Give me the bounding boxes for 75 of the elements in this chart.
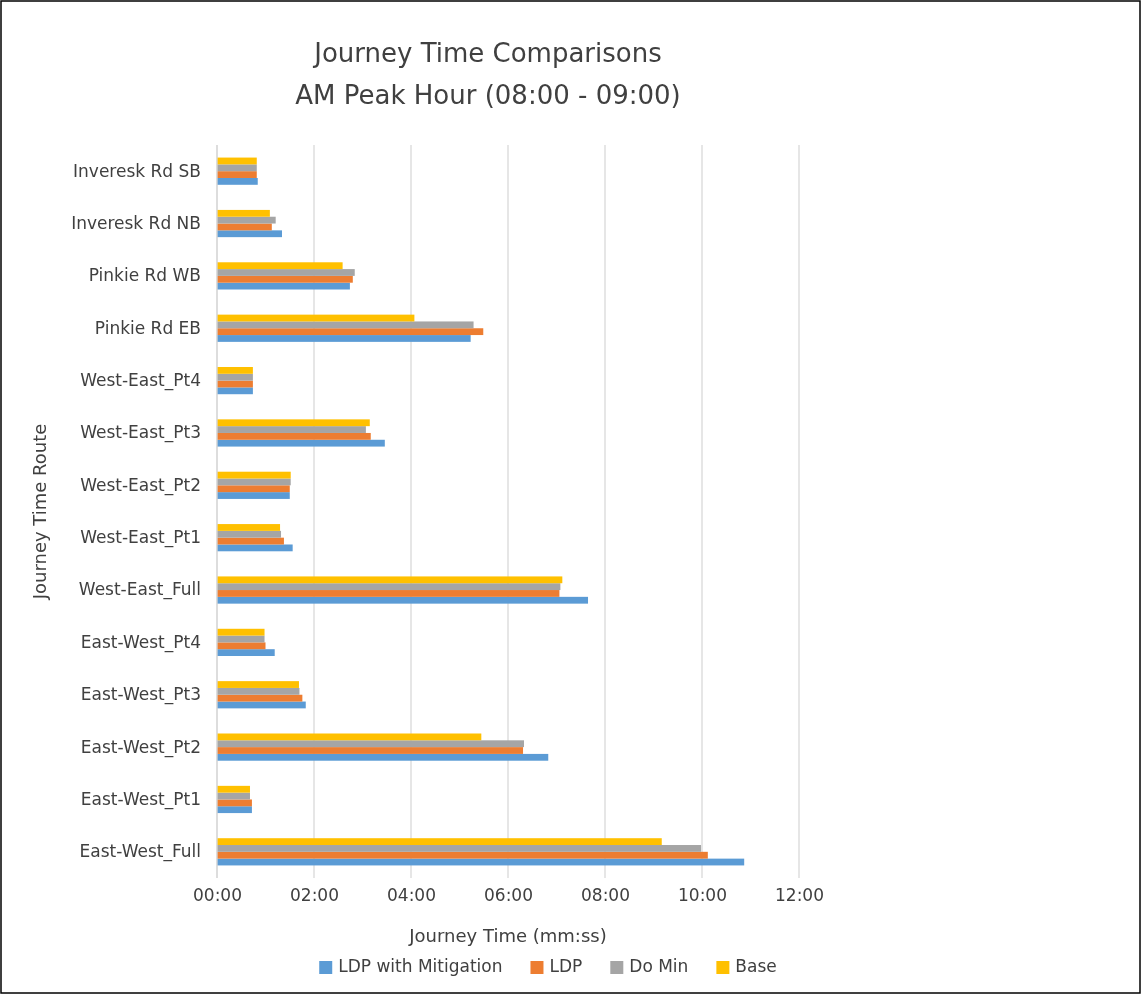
bar [217,282,350,290]
bar [217,740,525,748]
y-tick-label: East-West_Pt2 [80,736,201,758]
bar [217,530,282,538]
bar [217,785,250,793]
bar [217,753,549,761]
bar [217,321,474,329]
chart-title: Journey Time Comparisons [312,38,662,68]
y-tick-label: West-East_Pt1 [80,527,201,549]
bar [217,419,370,427]
bar [217,733,482,741]
bar [217,328,484,336]
y-tick-label: West-East_Pt3 [80,422,201,444]
bar [217,164,257,172]
bar [217,275,353,283]
x-tick-label: 12:00 [775,885,824,906]
bar [217,694,303,702]
x-axis-title: Journey Time (mm:ss) [408,925,607,946]
y-tick-label: East-West_Full [79,841,201,863]
bar [217,262,343,270]
bar [217,681,299,688]
bar [217,576,563,584]
bar [217,387,253,395]
bar [217,335,471,342]
y-tick-label: Pinkie Rd EB [94,317,201,338]
bar [217,596,589,604]
y-axis-title: Journey Time Route [29,423,50,601]
bar [217,177,258,185]
bar [217,544,293,552]
x-tick-label: 06:00 [484,885,533,906]
bar [217,366,253,374]
bar [217,590,560,597]
bar [217,439,385,447]
x-tick-label: 00:00 [193,885,242,906]
x-tick-label: 04:00 [387,885,436,906]
bar [217,642,266,650]
legend-label: LDP with Mitigation [338,956,503,976]
y-tick-label: West-East_Full [78,579,201,601]
y-tick-label: East-West_Pt4 [80,631,201,653]
bar [217,649,275,657]
chart-subtitle: AM Peak Hour (08:00 - 09:00) [295,80,681,110]
bar [217,269,355,276]
bar [217,471,291,479]
x-tick-label: 08:00 [581,885,630,906]
x-tick-label: 02:00 [290,885,339,906]
bar [217,747,524,754]
bar [217,216,276,224]
legend-label: LDP [549,956,583,976]
y-tick-label: East-West_Pt3 [80,684,201,706]
y-tick-label: West-East_Pt4 [80,370,201,392]
bar [217,373,253,381]
bar [217,426,366,433]
bar [217,851,708,859]
bar [217,230,282,238]
bar [217,432,371,440]
bar [217,806,252,814]
bar [217,583,561,591]
bar [217,492,290,499]
y-tick-label: East-West_Pt1 [80,788,201,810]
bar [217,628,265,636]
legend-label: Do Min [629,956,689,976]
legend-label: Base [735,956,777,976]
bar [217,838,662,846]
y-tick-label: Pinkie Rd WB [88,265,201,286]
bar [217,209,270,217]
bar [217,687,300,695]
bar [217,845,702,852]
x-tick-label: 10:00 [678,885,727,906]
bar [217,524,281,531]
y-tick-label: Inveresk Rd SB [73,160,201,181]
y-tick-label: Inveresk Rd NB [71,212,201,233]
y-tick-label: West-East_Pt2 [80,474,201,496]
bar [217,171,257,178]
bar [217,799,252,807]
bar [217,485,290,493]
